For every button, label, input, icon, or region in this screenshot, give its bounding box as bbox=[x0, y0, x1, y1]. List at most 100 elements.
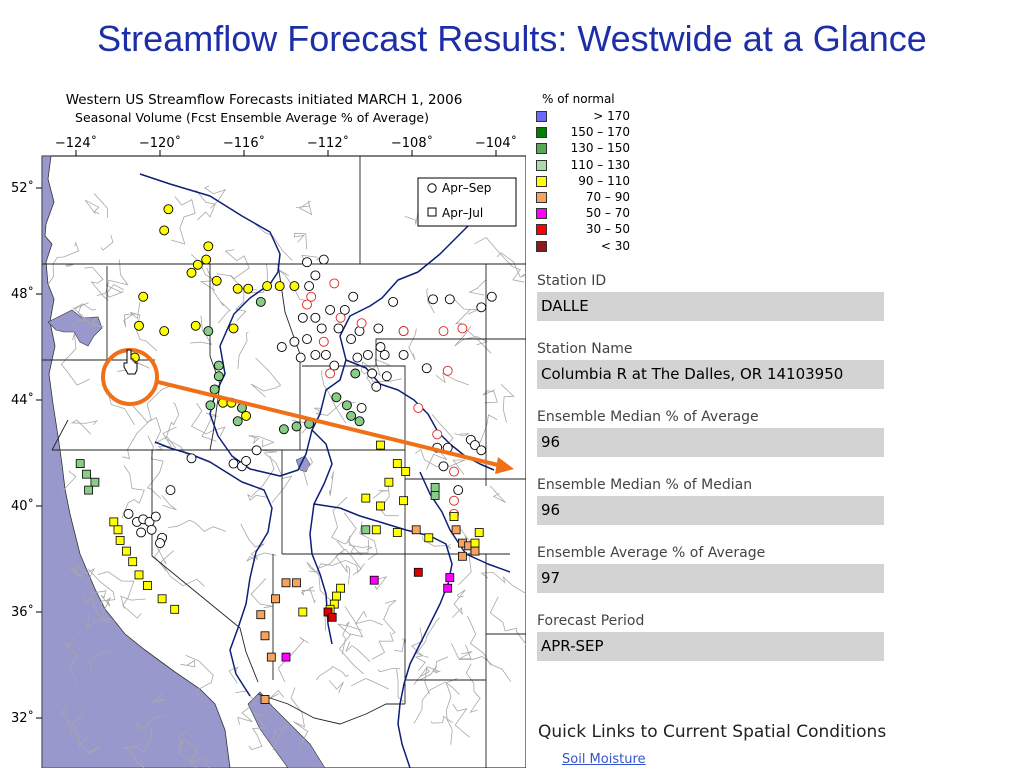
station-marker-square[interactable] bbox=[128, 557, 138, 567]
station-marker-square[interactable] bbox=[298, 607, 308, 617]
station-marker-circle[interactable] bbox=[379, 349, 390, 360]
station-marker-square[interactable] bbox=[411, 525, 421, 535]
station-marker-circle[interactable] bbox=[228, 458, 239, 469]
station-marker-circle[interactable] bbox=[289, 281, 300, 292]
station-marker-circle[interactable] bbox=[486, 291, 497, 302]
station-marker-circle[interactable] bbox=[274, 281, 285, 292]
station-marker-square[interactable] bbox=[75, 459, 85, 469]
station-marker-circle[interactable] bbox=[381, 371, 392, 382]
station-marker-square[interactable] bbox=[281, 578, 291, 588]
station-marker-circle[interactable] bbox=[205, 400, 216, 411]
station-marker-circle[interactable] bbox=[262, 281, 273, 292]
station-marker-square[interactable] bbox=[424, 533, 434, 543]
station-marker-circle[interactable] bbox=[146, 524, 157, 535]
station-id-field[interactable]: DALLE bbox=[537, 292, 884, 321]
station-marker-square[interactable] bbox=[260, 695, 270, 704]
station-marker-square[interactable] bbox=[457, 551, 467, 561]
station-marker-circle[interactable] bbox=[209, 384, 220, 395]
station-marker-circle[interactable] bbox=[398, 326, 409, 337]
station-marker-circle[interactable] bbox=[398, 349, 409, 360]
station-marker-circle[interactable] bbox=[453, 485, 464, 496]
station-marker-square[interactable] bbox=[327, 612, 337, 622]
station-marker-circle[interactable] bbox=[371, 381, 382, 392]
station-marker-square[interactable] bbox=[449, 512, 459, 522]
station-marker-circle[interactable] bbox=[201, 254, 212, 265]
station-marker-circle[interactable] bbox=[331, 392, 342, 403]
station-marker-circle[interactable] bbox=[373, 323, 384, 334]
station-marker-square[interactable] bbox=[157, 594, 167, 604]
station-marker-circle[interactable] bbox=[457, 323, 468, 334]
station-marker-circle[interactable] bbox=[186, 267, 197, 278]
station-marker-square[interactable] bbox=[90, 477, 100, 487]
station-marker-square[interactable] bbox=[445, 573, 455, 583]
station-marker-square[interactable] bbox=[470, 546, 480, 556]
station-marker-square[interactable] bbox=[399, 496, 409, 506]
station-marker-circle[interactable] bbox=[362, 349, 373, 360]
station-marker-circle[interactable] bbox=[159, 326, 170, 337]
station-marker-square[interactable] bbox=[392, 459, 402, 469]
station-marker-circle[interactable] bbox=[354, 416, 365, 427]
station-marker-square[interactable] bbox=[361, 525, 371, 535]
station-marker-square[interactable] bbox=[376, 440, 385, 450]
station-marker-circle[interactable] bbox=[449, 466, 459, 477]
station-marker-circle[interactable] bbox=[367, 368, 378, 379]
station-marker-circle[interactable] bbox=[428, 294, 438, 305]
station-marker-square[interactable] bbox=[82, 469, 91, 479]
station-marker-circle[interactable] bbox=[155, 538, 165, 549]
station-marker-circle[interactable] bbox=[243, 283, 254, 294]
station-marker-square[interactable] bbox=[371, 525, 381, 535]
station-marker-square[interactable] bbox=[430, 490, 440, 500]
soil-moisture-link[interactable]: Soil Moisture bbox=[562, 752, 646, 767]
station-marker-circle[interactable] bbox=[388, 296, 399, 307]
station-marker-square[interactable] bbox=[122, 546, 131, 556]
station-marker-circle[interactable] bbox=[421, 363, 432, 374]
station-marker-circle[interactable] bbox=[255, 296, 266, 307]
station-marker-square[interactable] bbox=[134, 570, 144, 580]
station-marker-circle[interactable] bbox=[333, 323, 344, 334]
station-marker-circle[interactable] bbox=[432, 429, 443, 440]
station-marker-square[interactable] bbox=[384, 477, 394, 487]
station-marker-circle[interactable] bbox=[356, 318, 367, 329]
station-marker-circle[interactable] bbox=[316, 323, 327, 334]
station-marker-circle[interactable] bbox=[350, 368, 361, 379]
station-marker-square[interactable] bbox=[451, 525, 461, 535]
station-marker-square[interactable] bbox=[361, 493, 371, 503]
station-marker-circle[interactable] bbox=[192, 259, 203, 270]
forecast-map[interactable]: Western US Streamflow Forecasts initiate… bbox=[10, 84, 526, 768]
station-marker-square[interactable] bbox=[392, 528, 402, 537]
station-marker-circle[interactable] bbox=[134, 320, 144, 331]
station-marker-circle[interactable] bbox=[304, 281, 315, 292]
station-name-field[interactable]: Columbia R at The Dalles, OR 14103950 bbox=[537, 360, 884, 389]
station-marker-circle[interactable] bbox=[348, 291, 359, 302]
station-marker-circle[interactable] bbox=[470, 440, 480, 451]
station-marker-circle[interactable] bbox=[186, 453, 197, 464]
station-marker-circle[interactable] bbox=[123, 508, 134, 519]
station-marker-circle[interactable] bbox=[329, 360, 340, 371]
station-marker-circle[interactable] bbox=[476, 302, 487, 313]
station-marker-square[interactable] bbox=[331, 591, 341, 601]
station-marker-circle[interactable] bbox=[203, 241, 214, 252]
station-marker-circle[interactable] bbox=[291, 421, 302, 432]
station-marker-circle[interactable] bbox=[276, 342, 287, 352]
station-marker-square[interactable] bbox=[84, 485, 93, 495]
station-marker-circle[interactable] bbox=[302, 257, 312, 268]
station-marker-circle[interactable] bbox=[159, 225, 170, 236]
map-canvas[interactable]: Western US Streamflow Forecasts initiate… bbox=[10, 84, 526, 768]
station-marker-circle[interactable] bbox=[278, 424, 289, 435]
station-marker-circle[interactable] bbox=[251, 445, 262, 456]
station-marker-square[interactable] bbox=[115, 535, 125, 545]
station-marker-square[interactable] bbox=[369, 575, 379, 585]
station-marker-circle[interactable] bbox=[213, 371, 224, 382]
station-marker-square[interactable] bbox=[170, 604, 180, 614]
station-marker-circle[interactable] bbox=[310, 270, 321, 281]
station-marker-circle[interactable] bbox=[442, 365, 453, 376]
station-marker-circle[interactable] bbox=[203, 326, 214, 337]
station-marker-circle[interactable] bbox=[413, 402, 424, 413]
station-marker-circle[interactable] bbox=[339, 304, 350, 315]
station-marker-circle[interactable] bbox=[297, 312, 308, 323]
station-marker-square[interactable] bbox=[109, 517, 119, 527]
average-pct-average-field[interactable]: 97 bbox=[537, 564, 884, 593]
station-marker-circle[interactable] bbox=[289, 336, 300, 347]
station-marker-square[interactable] bbox=[113, 525, 123, 535]
station-marker-circle[interactable] bbox=[310, 349, 321, 360]
